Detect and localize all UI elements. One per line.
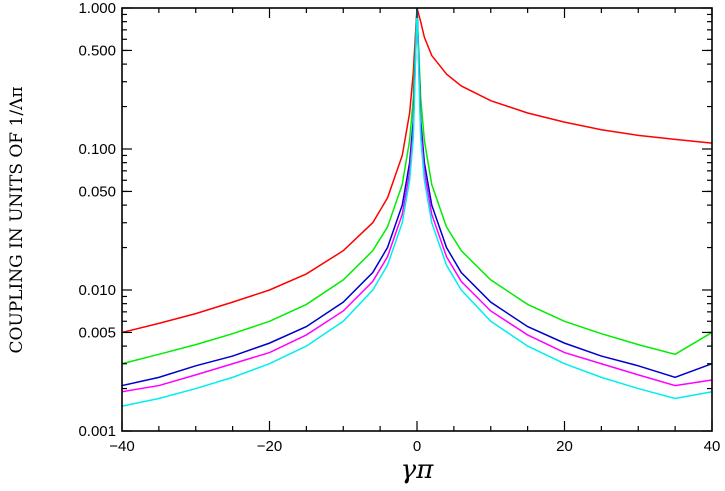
series-layer [121, 7, 713, 407]
x-axis-title: γπ [401, 455, 435, 485]
x-tick-label: −40 [109, 438, 134, 455]
y-axis-title-text: COUPLING IN UNITS OF 1/Λπ [7, 86, 27, 353]
x-tick-label: 40 [704, 438, 721, 455]
x-tick-label: −20 [257, 438, 282, 455]
tick-layer: −40 −20 0 20 40 1.000 0.500 0.100 0.050 0.010 0.00… [78, 0, 720, 455]
series-line-4 [121, 7, 713, 393]
y-tick-label: 0.005 [78, 324, 116, 341]
x-axis-title-symbol: γπ [401, 455, 435, 485]
y-tick-label: 0.001 [78, 423, 116, 440]
series-line-2 [121, 7, 713, 365]
series-line-1 [121, 7, 713, 334]
series-line-5 [121, 7, 713, 407]
x-tick-label: 20 [556, 438, 573, 455]
y-axis-title: COUPLING IN UNITS OF 1/Λπ [7, 86, 27, 353]
y-tick-label: 0.050 [78, 183, 116, 200]
y-tick-label: 0.010 [78, 282, 116, 299]
y-tick-label: 0.100 [78, 141, 116, 158]
plot-frame [121, 7, 713, 432]
x-tick-label: 0 [413, 438, 421, 455]
series-line-3 [121, 7, 713, 387]
y-tick-label: 1.000 [78, 0, 116, 17]
y-tick-label: 0.500 [78, 42, 116, 59]
